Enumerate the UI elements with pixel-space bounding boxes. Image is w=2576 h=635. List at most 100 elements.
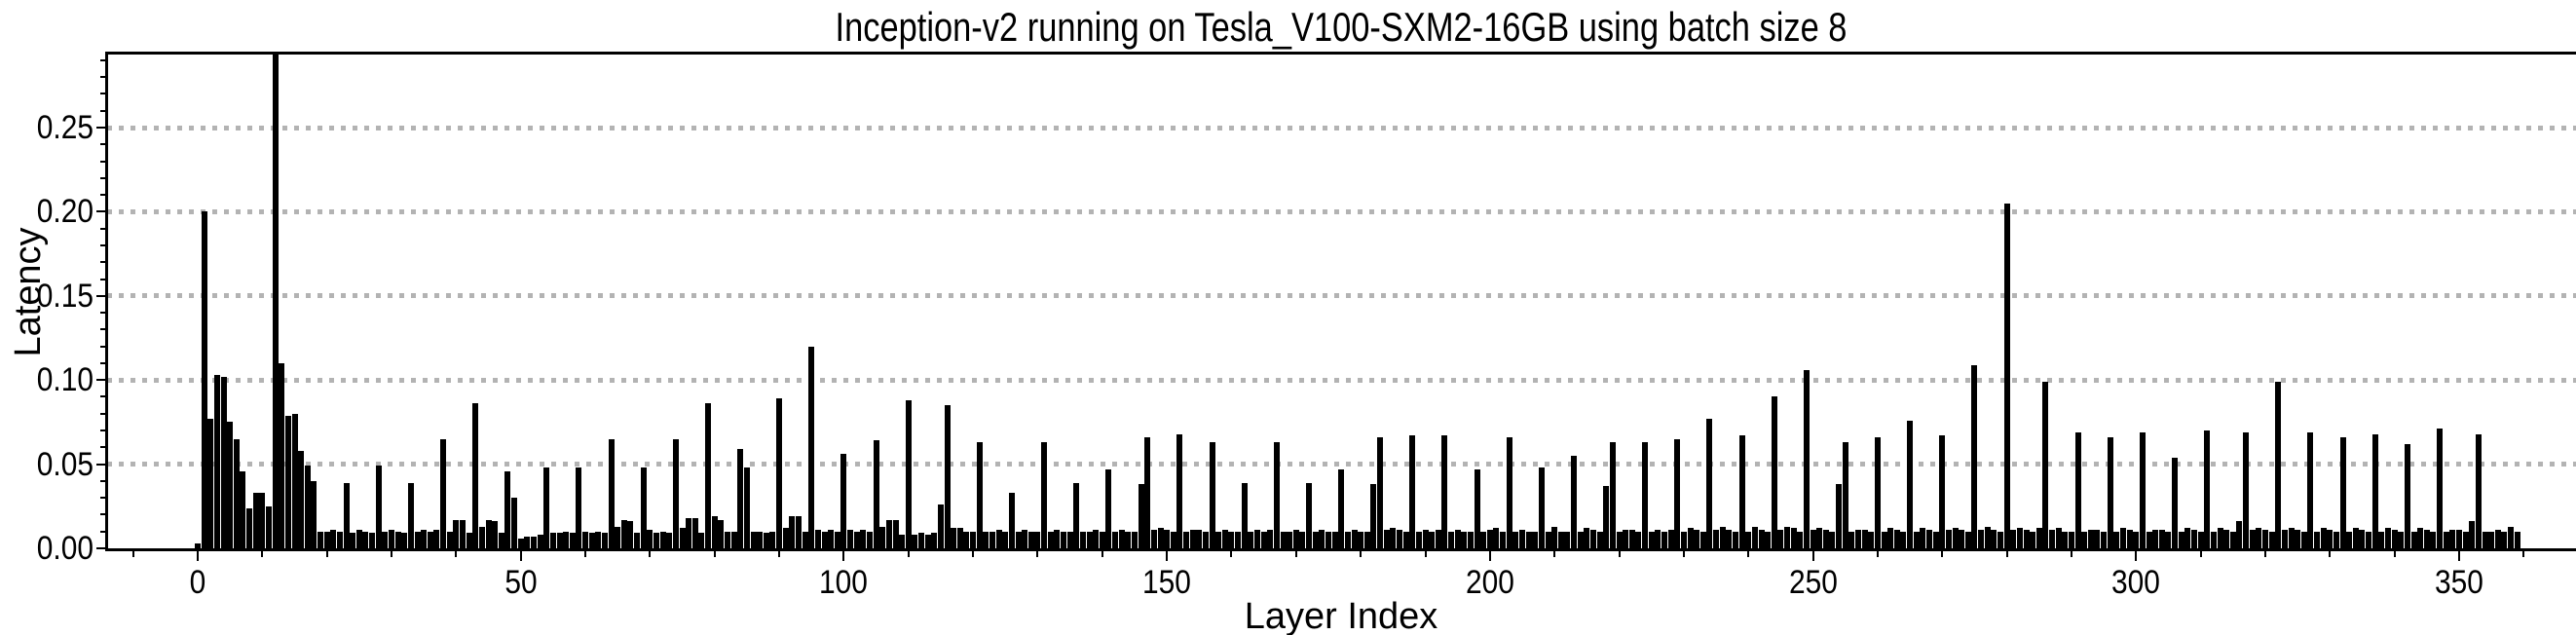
bar xyxy=(1338,468,1345,548)
bar xyxy=(1454,530,1461,548)
x-minor-tick xyxy=(1360,551,1363,557)
bar xyxy=(808,346,815,548)
x-minor-tick xyxy=(778,551,781,557)
bar xyxy=(2398,531,2405,548)
bar xyxy=(2055,528,2062,548)
bar xyxy=(1073,482,1080,548)
bar xyxy=(1041,442,1048,548)
gridline xyxy=(107,125,2576,131)
bar xyxy=(601,533,608,548)
bar xyxy=(1913,531,1920,548)
bar xyxy=(2016,528,2023,548)
bar xyxy=(659,531,666,548)
y-minor-tick xyxy=(100,497,105,500)
bar xyxy=(1319,530,1325,548)
bar xyxy=(1034,531,1041,548)
bar xyxy=(1260,531,1267,548)
y-minor-tick xyxy=(100,513,105,516)
y-minor-tick xyxy=(100,530,105,533)
bar xyxy=(2281,530,2288,548)
bar xyxy=(389,530,395,548)
bar xyxy=(789,516,796,548)
bar xyxy=(1131,531,1138,548)
bar xyxy=(1196,530,1203,548)
bar xyxy=(569,533,576,548)
bar xyxy=(1545,531,1551,548)
bar xyxy=(782,528,789,548)
bar xyxy=(1512,531,1519,548)
bar xyxy=(1907,420,1914,548)
bar xyxy=(2178,531,2184,548)
bar xyxy=(776,398,783,548)
bar xyxy=(983,531,989,548)
bar xyxy=(1435,530,1441,548)
x-minor-tick xyxy=(1876,551,1879,557)
bar xyxy=(1474,468,1480,548)
bar xyxy=(1925,530,1932,548)
bar xyxy=(1726,530,1733,548)
bar xyxy=(821,531,828,548)
bar xyxy=(2204,430,2211,548)
bar xyxy=(1991,530,1997,548)
bar xyxy=(2139,431,2146,548)
bar xyxy=(240,470,246,548)
x-minor-tick xyxy=(391,551,393,557)
bar xyxy=(2327,530,2333,548)
bar xyxy=(272,54,279,548)
x-axis-label: Layer Index xyxy=(1244,596,1438,635)
bar xyxy=(989,531,996,548)
bar xyxy=(2359,530,2366,548)
bar xyxy=(970,531,977,548)
bar xyxy=(1060,531,1066,548)
bar xyxy=(201,211,207,548)
bar xyxy=(1893,530,1900,548)
bar xyxy=(1138,484,1144,548)
y-minor-tick xyxy=(100,446,105,449)
bar xyxy=(2339,436,2346,548)
bar xyxy=(924,535,931,548)
bar xyxy=(2469,521,2476,548)
bar xyxy=(2462,531,2469,548)
bar xyxy=(608,438,615,548)
bar xyxy=(860,530,867,548)
y-minor-tick xyxy=(100,412,105,415)
bottom-spine xyxy=(105,548,2576,551)
bar xyxy=(1642,442,1649,548)
y-minor-tick xyxy=(100,479,105,482)
bar xyxy=(1415,531,1422,548)
x-minor-tick xyxy=(1036,551,1039,557)
bar xyxy=(1887,528,1894,548)
x-minor-tick xyxy=(2263,551,2266,557)
x-minor-tick xyxy=(2199,551,2202,557)
y-tick-label: 0.00 xyxy=(36,530,93,567)
bar xyxy=(937,504,944,548)
bar xyxy=(1079,531,1086,548)
bar xyxy=(2023,530,2030,548)
gridline xyxy=(107,208,2576,214)
bar xyxy=(401,533,408,548)
x-minor-tick xyxy=(2329,551,2332,557)
y-minor-tick xyxy=(100,361,105,364)
bar xyxy=(265,505,272,548)
bar xyxy=(517,538,524,548)
bar xyxy=(763,533,769,548)
bar xyxy=(1486,530,1493,548)
bar xyxy=(446,531,453,548)
x-minor-tick xyxy=(455,551,458,557)
y-major-tick xyxy=(96,210,105,213)
bar xyxy=(407,482,414,548)
y-major-tick xyxy=(96,547,105,549)
bar xyxy=(1008,492,1015,548)
bar xyxy=(2307,431,2314,548)
x-major-tick xyxy=(1811,551,1814,561)
bar xyxy=(1066,531,1073,548)
bar xyxy=(2366,531,2372,548)
x-major-tick xyxy=(1166,551,1169,561)
bar xyxy=(1667,530,1674,548)
bar xyxy=(207,418,214,548)
bar xyxy=(679,528,686,548)
bar xyxy=(1616,531,1623,548)
bar xyxy=(672,438,679,548)
x-tick-label: 350 xyxy=(2435,564,2483,601)
bar xyxy=(743,467,750,548)
